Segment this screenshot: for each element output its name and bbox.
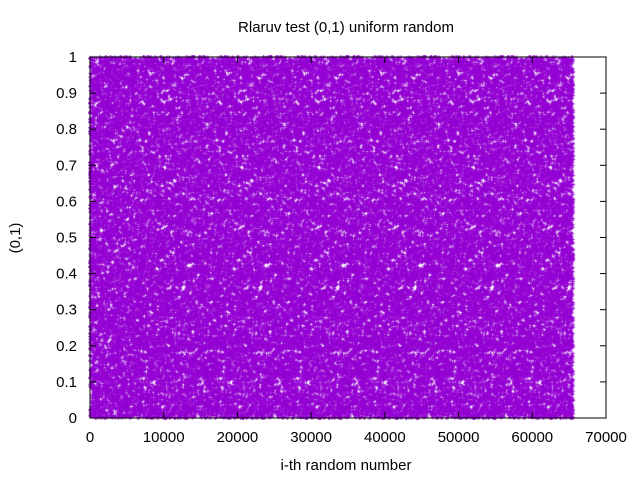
y-tick-label: 1 bbox=[69, 49, 77, 66]
x-tick-label: 50000 bbox=[438, 429, 480, 446]
y-tick-label: 0.6 bbox=[56, 193, 77, 210]
y-axis-label: (0,1) bbox=[7, 223, 24, 254]
y-tick-label: 0.1 bbox=[56, 374, 77, 391]
y-tick-label: 0.5 bbox=[56, 230, 77, 247]
y-tick-label: 0.2 bbox=[56, 338, 77, 355]
y-tick-label: 0 bbox=[69, 410, 77, 427]
y-tick-label: 0.3 bbox=[56, 302, 77, 319]
y-tick-label: 0.4 bbox=[56, 266, 77, 283]
x-axis-label: i-th random number bbox=[281, 457, 412, 474]
y-tick-label: 0.7 bbox=[56, 157, 77, 174]
y-tick-label: 0.8 bbox=[56, 121, 77, 138]
x-tick-label: 10000 bbox=[143, 429, 185, 446]
x-tick-label: 30000 bbox=[290, 429, 332, 446]
x-tick-label: 70000 bbox=[585, 429, 627, 446]
ticks-layer: 0 10000 20000 30000 40000 50000 60000 70000 0 0.1… bbox=[56, 49, 627, 446]
data-layer bbox=[88, 55, 577, 420]
x-tick-label: 0 bbox=[86, 429, 94, 446]
chart-title: Rlaruv test (0,1) uniform random bbox=[238, 19, 454, 36]
x-tick-label: 40000 bbox=[364, 429, 406, 446]
x-tick-label: 60000 bbox=[511, 429, 553, 446]
y-tick-label: 0.9 bbox=[56, 85, 77, 102]
x-tick-label: 20000 bbox=[217, 429, 259, 446]
scatter-points bbox=[88, 55, 577, 420]
